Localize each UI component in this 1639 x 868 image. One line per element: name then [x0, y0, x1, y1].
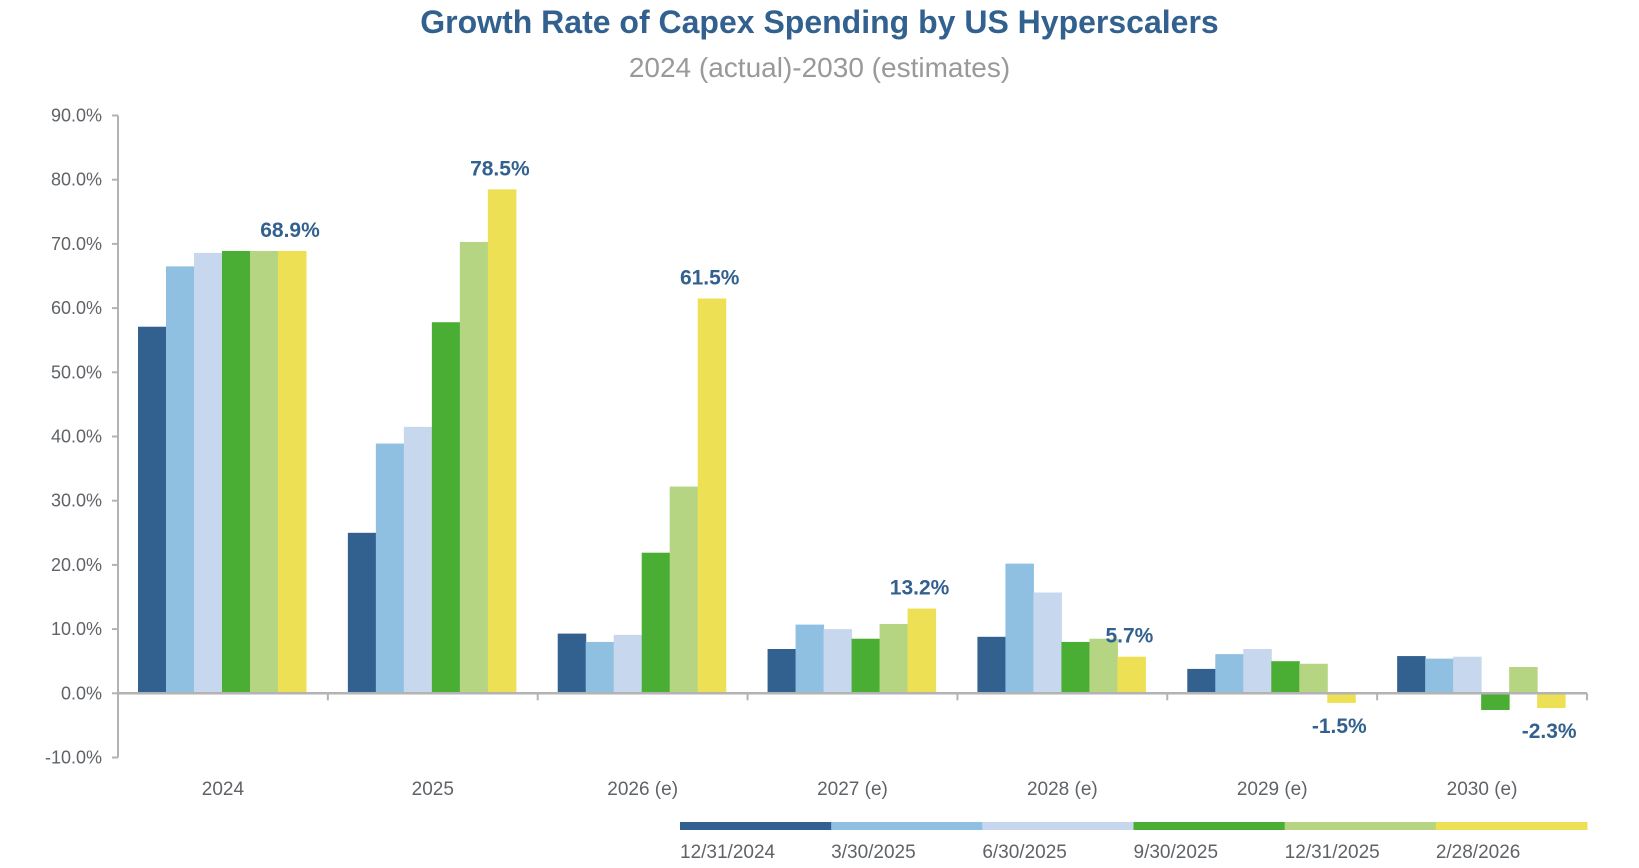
bar [1397, 656, 1426, 694]
bar [166, 266, 195, 694]
data-label: 61.5% [680, 266, 740, 289]
bars-layer [138, 189, 1566, 710]
bar [1425, 658, 1454, 694]
bar [977, 636, 1006, 694]
bar [375, 443, 405, 694]
bar [851, 638, 881, 694]
bar [222, 250, 251, 694]
bar [669, 486, 699, 694]
bar [1187, 668, 1216, 694]
legend-label[interactable]: 12/31/2024 [680, 842, 776, 863]
bar [1299, 663, 1328, 694]
y-tick-label: 40.0% [51, 427, 102, 447]
x-category-label: 2024 [202, 779, 245, 800]
bar [1033, 592, 1062, 694]
bar [557, 633, 587, 694]
legend-label[interactable]: 2/28/2026 [1436, 842, 1521, 863]
bar [1509, 666, 1538, 694]
bar [1327, 693, 1356, 703]
x-category-label: 2027 (e) [817, 779, 888, 800]
bar [1005, 563, 1034, 694]
legend-swatch[interactable] [680, 822, 832, 830]
bar [823, 629, 853, 694]
bar [1271, 661, 1300, 694]
bar [1243, 649, 1272, 694]
bar [459, 241, 489, 694]
y-tick-label: -10.0% [45, 748, 102, 768]
bar [1453, 656, 1482, 694]
bar [431, 322, 461, 694]
bar [250, 250, 279, 694]
bar [138, 326, 167, 694]
chart-title: Growth Rate of Capex Spending by US Hype… [420, 4, 1219, 40]
legend-swatch[interactable] [982, 822, 1134, 830]
y-tick-label: 90.0% [51, 106, 102, 126]
bar [1537, 693, 1566, 709]
legend-label[interactable]: 6/30/2025 [982, 842, 1067, 863]
y-tick-label: 80.0% [51, 170, 102, 190]
data-label: -1.5% [1312, 715, 1367, 738]
bar [767, 649, 797, 694]
data-label: -2.3% [1522, 720, 1577, 743]
y-tick-label: 60.0% [51, 298, 102, 318]
data-label: 68.9% [260, 219, 320, 242]
legend-label[interactable]: 3/30/2025 [831, 842, 916, 863]
bar [907, 608, 937, 694]
x-category-label: 2026 (e) [607, 779, 678, 800]
bar [1061, 641, 1090, 694]
bar [278, 250, 307, 694]
legend-swatch[interactable] [1133, 822, 1286, 830]
legend-label[interactable]: 12/31/2025 [1285, 842, 1380, 863]
bar [1481, 693, 1510, 710]
legend-swatch[interactable] [831, 822, 983, 830]
bar [194, 252, 223, 694]
data-label: 78.5% [470, 157, 530, 180]
x-category-label: 2030 (e) [1447, 779, 1518, 800]
bar [613, 634, 643, 694]
legend-swatch[interactable] [1435, 822, 1588, 830]
data-label: 13.2% [890, 577, 950, 600]
chart-subtitle: 2024 (actual)-2030 (estimates) [628, 52, 1011, 83]
axes-layer: -10.0% 0.0% 10.0% 20.0% 30.0% 40.0% 50.0% 60.0%… [45, 106, 1588, 800]
y-tick-label: 20.0% [51, 555, 102, 575]
bar [487, 189, 517, 694]
bar [641, 552, 671, 694]
data-label: 5.7% [1105, 625, 1153, 648]
bar [347, 532, 377, 694]
y-tick-label: 10.0% [51, 619, 102, 639]
bar [697, 298, 727, 694]
bar [1089, 638, 1118, 694]
y-tick-label: 30.0% [51, 491, 102, 511]
bar [879, 623, 909, 694]
bar [403, 426, 433, 694]
bar [1117, 656, 1146, 694]
bar [795, 624, 825, 694]
legend-label[interactable]: 9/30/2025 [1134, 842, 1219, 863]
legend-swatch[interactable] [1284, 822, 1437, 830]
bar [585, 641, 615, 694]
bar [1215, 654, 1244, 694]
x-category-label: 2029 (e) [1237, 779, 1308, 800]
y-tick-label: 0.0% [61, 683, 102, 703]
y-tick-label: 70.0% [51, 234, 102, 254]
legend: 12/31/2024 3/30/2025 6/30/2025 9/30/2025 12/… [680, 822, 1588, 863]
y-tick-label: 50.0% [51, 362, 102, 382]
x-category-label: 2028 (e) [1027, 779, 1098, 800]
x-category-label: 2025 [412, 779, 454, 800]
labels-layer: 68.9% 78.5% 61.5% 13.2% 5.7% -1.5% -2.3% [260, 157, 1577, 743]
